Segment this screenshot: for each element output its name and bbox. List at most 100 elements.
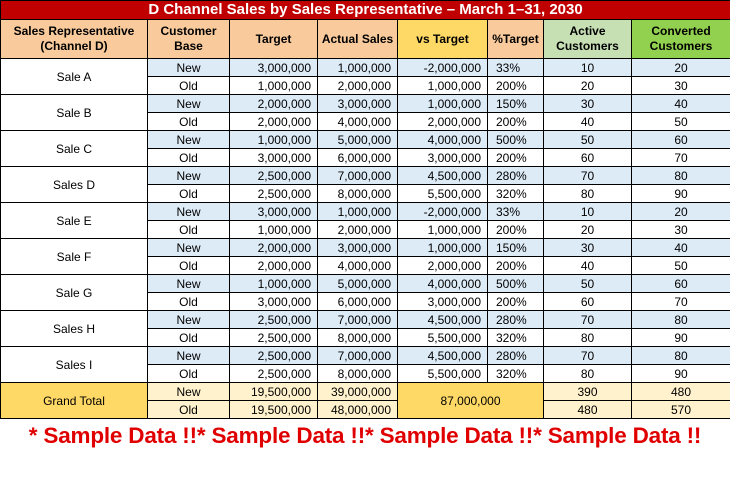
pct-target-cell: 200%	[487, 220, 544, 239]
actual-sales-cell: 1,000,000	[317, 58, 398, 77]
table-row: Old 2,000,000 4,000,000 2,000,000 200% 40 50	[1, 256, 730, 275]
customer-base-cell: New	[147, 202, 230, 221]
pct-target-cell: 33%	[487, 58, 544, 77]
customer-base-cell: Old	[147, 76, 230, 95]
active-customers-cell: 10	[543, 58, 632, 77]
table-row: Old 3,000,000 6,000,000 3,000,000 200% 60 70	[1, 292, 730, 311]
target-cell: 2,000,000	[229, 238, 318, 257]
vs-target-cell: 1,000,000	[397, 238, 488, 257]
table-row: Sale F New 2,000,000 3,000,000 1,000,000 150%…	[0, 238, 730, 275]
target-cell: 3,000,000	[229, 292, 318, 311]
target-cell: 2,000,000	[229, 256, 318, 275]
vs-target-cell: 5,500,000	[397, 364, 488, 383]
pct-target-cell: 280%	[487, 166, 544, 185]
vs-target-cell: 2,000,000	[397, 256, 488, 275]
target-cell: 3,000,000	[229, 58, 318, 77]
actual-sales-cell: 2,000,000	[317, 76, 398, 95]
vs-target-cell: 2,000,000	[397, 112, 488, 131]
sales-rep-name: Sales H	[0, 310, 148, 347]
active-customers-cell: 40	[543, 112, 632, 131]
actual-sales-cell: 8,000,000	[317, 328, 398, 347]
table-row: Sales H New 2,500,000 7,000,000 4,500,000 280…	[0, 310, 730, 347]
pct-target-cell: 500%	[487, 130, 544, 149]
header-customer-base: Customer Base	[147, 19, 230, 59]
total-actual-sales-cell: 48,000,000	[317, 400, 398, 419]
sales-rep-name: Sale G	[0, 274, 148, 311]
pct-target-cell: 200%	[487, 76, 544, 95]
table-row: Sales D New 2,500,000 7,000,000 4,500,000 280…	[0, 166, 730, 203]
header-vs-target: vs Target	[397, 19, 488, 59]
customer-base-cell: New	[147, 166, 230, 185]
pct-target-cell: 280%	[487, 310, 544, 329]
target-cell: 2,500,000	[229, 364, 318, 383]
converted-customers-cell: 70	[630, 292, 730, 311]
target-cell: 1,000,000	[229, 76, 318, 95]
vs-target-cell: 4,500,000	[397, 310, 488, 329]
table-row: Old 1,000,000 2,000,000 1,000,000 200% 20 30	[1, 76, 730, 95]
active-customers-cell: 10	[543, 202, 632, 221]
vs-target-cell: 1,000,000	[397, 220, 488, 239]
converted-customers-cell: 20	[630, 58, 730, 77]
active-customers-cell: 70	[543, 310, 632, 329]
actual-sales-cell: 4,000,000	[317, 256, 398, 275]
sales-rep-name: Sale A	[0, 58, 148, 95]
target-cell: 2,500,000	[229, 346, 318, 365]
pct-target-cell: 200%	[487, 148, 544, 167]
pct-target-cell: 200%	[487, 112, 544, 131]
customer-base-cell: New	[147, 130, 230, 149]
total-active-customers-cell: 390	[543, 382, 632, 401]
table-row: Sale C New 1,000,000 5,000,000 4,000,000 500%…	[0, 130, 730, 167]
active-customers-cell: 60	[543, 292, 632, 311]
active-customers-cell: 40	[543, 256, 632, 275]
pct-target-cell: 320%	[487, 328, 544, 347]
active-customers-cell: 80	[543, 184, 632, 203]
converted-customers-cell: 90	[630, 184, 730, 203]
total-customer-base-cell: Old	[147, 400, 230, 419]
customer-base-cell: Old	[147, 148, 230, 167]
total-target-cell: 19,500,000	[229, 382, 318, 401]
vs-target-cell: 3,000,000	[397, 292, 488, 311]
total-converted-customers-cell: 480	[630, 382, 730, 401]
table-row: Old 2,500,000 8,000,000 5,500,000 320% 80 90	[1, 184, 730, 203]
table-row: Sale B New 2,000,000 3,000,000 1,000,000 150%…	[0, 94, 730, 131]
target-cell: 2,000,000	[229, 94, 318, 113]
actual-sales-cell: 3,000,000	[317, 238, 398, 257]
active-customers-cell: 30	[543, 238, 632, 257]
actual-sales-cell: 5,000,000	[317, 274, 398, 293]
pct-target-cell: 200%	[487, 256, 544, 275]
actual-sales-cell: 1,000,000	[317, 202, 398, 221]
total-converted-customers-cell: 570	[630, 400, 730, 419]
converted-customers-cell: 90	[630, 328, 730, 347]
vs-target-cell: -2,000,000	[397, 58, 488, 77]
target-cell: 1,000,000	[229, 220, 318, 239]
active-customers-cell: 20	[543, 76, 632, 95]
converted-customers-cell: 70	[630, 148, 730, 167]
sales-rep-name: Sales D	[0, 166, 148, 203]
customer-base-cell: Old	[147, 220, 230, 239]
table-row: Old 2,500,000 8,000,000 5,500,000 320% 80 90	[1, 328, 730, 347]
sales-rep-name: Sales I	[0, 346, 148, 383]
total-vs-target-cell: 87,000,000	[397, 382, 544, 419]
total-customer-base-cell: New	[147, 382, 230, 401]
header-pct-target: %Target	[487, 19, 544, 59]
vs-target-cell: 5,500,000	[397, 328, 488, 347]
pct-target-cell: 150%	[487, 238, 544, 257]
vs-target-cell: 1,000,000	[397, 76, 488, 95]
sales-rep-name: Sale B	[0, 94, 148, 131]
customer-base-cell: Old	[147, 256, 230, 275]
total-active-customers-cell: 480	[543, 400, 632, 419]
converted-customers-cell: 80	[630, 166, 730, 185]
customer-base-cell: Old	[147, 112, 230, 131]
total-target-cell: 19,500,000	[229, 400, 318, 419]
pct-target-cell: 280%	[487, 346, 544, 365]
active-customers-cell: 80	[543, 364, 632, 383]
vs-target-cell: 3,000,000	[397, 148, 488, 167]
header-active-customers: Active Customers	[543, 19, 632, 59]
sales-table: D Channel Sales by Sales Representative …	[0, 0, 730, 419]
active-customers-cell: 70	[543, 166, 632, 185]
header-converted-customers: Converted Customers	[630, 19, 730, 59]
customer-base-cell: New	[147, 94, 230, 113]
grand-total-label: Grand Total	[0, 382, 148, 419]
vs-target-cell: 4,000,000	[397, 274, 488, 293]
converted-customers-cell: 50	[630, 256, 730, 275]
